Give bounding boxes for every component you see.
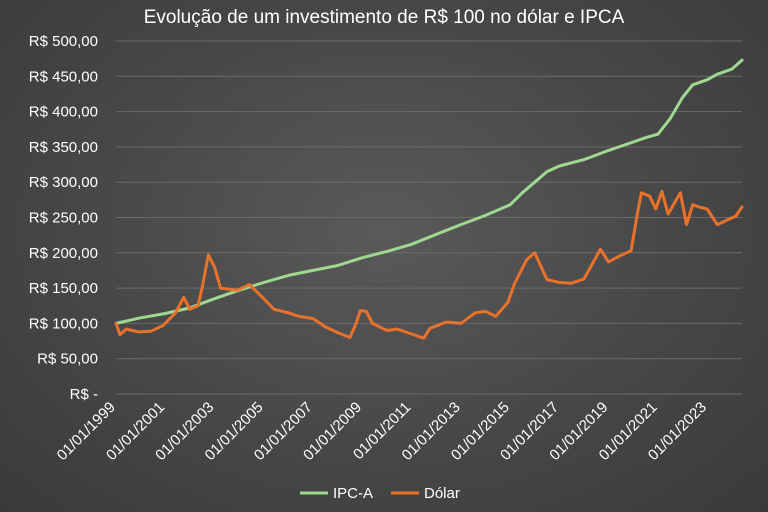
gridlines [116, 40, 742, 395]
y-tick-label: R$ 250,00 [29, 210, 98, 227]
legend-label-dolar: Dólar [424, 485, 460, 502]
y-tick-label: R$ 300,00 [29, 174, 98, 191]
y-tick-label: R$ 450,00 [29, 68, 98, 85]
y-tick-label: R$ 350,00 [29, 139, 98, 156]
y-tick-label: R$ 500,00 [29, 33, 98, 50]
chart-title: Evolução de um investimento de R$ 100 no… [144, 7, 625, 28]
y-tick-label: R$ 200,00 [29, 245, 98, 262]
series-line-ipc-a [114, 58, 744, 325]
y-tick-label: R$ 100,00 [29, 315, 98, 332]
series-line-dolar [114, 189, 744, 340]
y-tick-label: R$ 50,00 [37, 351, 98, 368]
x-axis-tick-labels: 01/01/199901/01/200101/01/200301/01/2005… [54, 399, 710, 464]
y-tick-label: R$ 400,00 [29, 104, 98, 121]
legend: IPC-A Dólar [300, 485, 460, 502]
y-tick-label: R$ 150,00 [29, 280, 98, 297]
y-axis-tick-labels: R$ - R$ 50,00 R$ 100,00 R$ 150,00 R$ 200,00 R… [29, 33, 98, 403]
y-tick-label: R$ - [70, 386, 98, 403]
series-lines [114, 58, 744, 340]
legend-label-ipc-a: IPC-A [333, 485, 373, 502]
